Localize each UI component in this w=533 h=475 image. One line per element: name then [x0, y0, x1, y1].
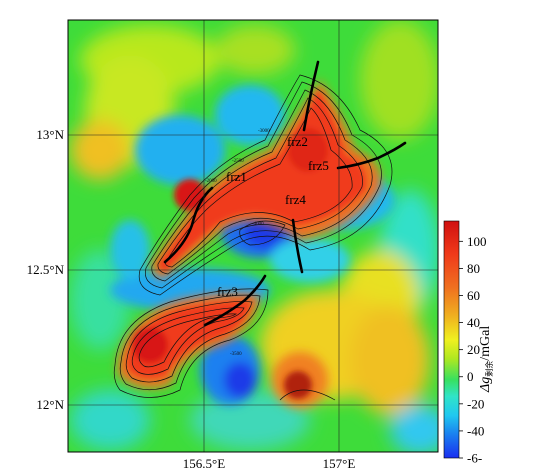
- contour-label: -3000: [258, 129, 270, 134]
- fault-line-frz5: [336, 141, 407, 170]
- lon-label-156-5e: 156.5°E: [183, 456, 225, 471]
- gravity-raster: -2000 -2500 -3000 -3500 -4000 frz1 frz2 …: [68, 20, 438, 452]
- colorbar-title: Δg剩余/mGal: [478, 326, 494, 393]
- map-frame: [67, 19, 439, 453]
- fault-line-frz1: [163, 186, 214, 264]
- colorbar-tick-label: -6-: [467, 451, 482, 466]
- fault-lines: [163, 60, 407, 327]
- lat-label-13n: 13°N: [36, 127, 64, 142]
- colorbar-tick-label: 0: [467, 369, 474, 384]
- fault-line-frz4: [291, 218, 304, 274]
- lon-label-157e: 157°E: [323, 456, 356, 471]
- colorbar-label-sub: 剩余: [484, 361, 494, 377]
- fault-line-frz3: [203, 274, 267, 327]
- colorbar-tick-label: 60: [467, 288, 480, 303]
- fault-line-frz2: [302, 60, 320, 132]
- colorbar-ticks: 100 80 60 40 20 0 -20 -40 -6-: [459, 234, 487, 466]
- lat-label-12-5n: 12.5°N: [27, 262, 65, 277]
- contour-label: -2000: [205, 179, 217, 184]
- fault-label-frz3: frz3: [217, 284, 238, 299]
- graticule: [68, 20, 438, 452]
- lat-label-12n: 12°N: [36, 397, 64, 412]
- colorbar-tick-label: 20: [467, 342, 480, 357]
- contour-label: -4000: [252, 222, 264, 227]
- colorbar-tick-label: 80: [467, 261, 480, 276]
- colorbar-label-main: Δg: [478, 377, 493, 393]
- colorbar-tick-label: 40: [467, 315, 480, 330]
- contour-label: -3500: [230, 352, 242, 357]
- contour-labels: -2000 -2500 -3000 -3500 -4000: [205, 129, 270, 357]
- fault-label-frz4: frz4: [285, 192, 306, 207]
- fault-label-frz5: frz5: [308, 158, 329, 173]
- contour-label: -2500: [232, 159, 244, 164]
- colorbar-tick-label: -20: [467, 396, 484, 411]
- map-panel: -2000 -2500 -3000 -3500 -4000 frz1 frz2 …: [27, 19, 439, 471]
- colorbar-tick-label: -40: [467, 423, 484, 438]
- colorbar-scale: [443, 220, 460, 459]
- axis-labels: 13°N 12.5°N 12°N 156.5°E 157°E: [27, 127, 356, 471]
- colorbar: 100 80 60 40 20 0 -20 -40 -6- Δg剩余/mGal: [443, 220, 494, 466]
- colorbar-tick-label: 100: [467, 234, 487, 249]
- fault-labels: frz1 frz2 frz3 frz4 frz5: [217, 134, 329, 299]
- colorbar-label-unit: /mGal: [478, 326, 493, 361]
- fault-label-frz2: frz2: [287, 134, 308, 149]
- fault-label-frz1: frz1: [226, 169, 247, 184]
